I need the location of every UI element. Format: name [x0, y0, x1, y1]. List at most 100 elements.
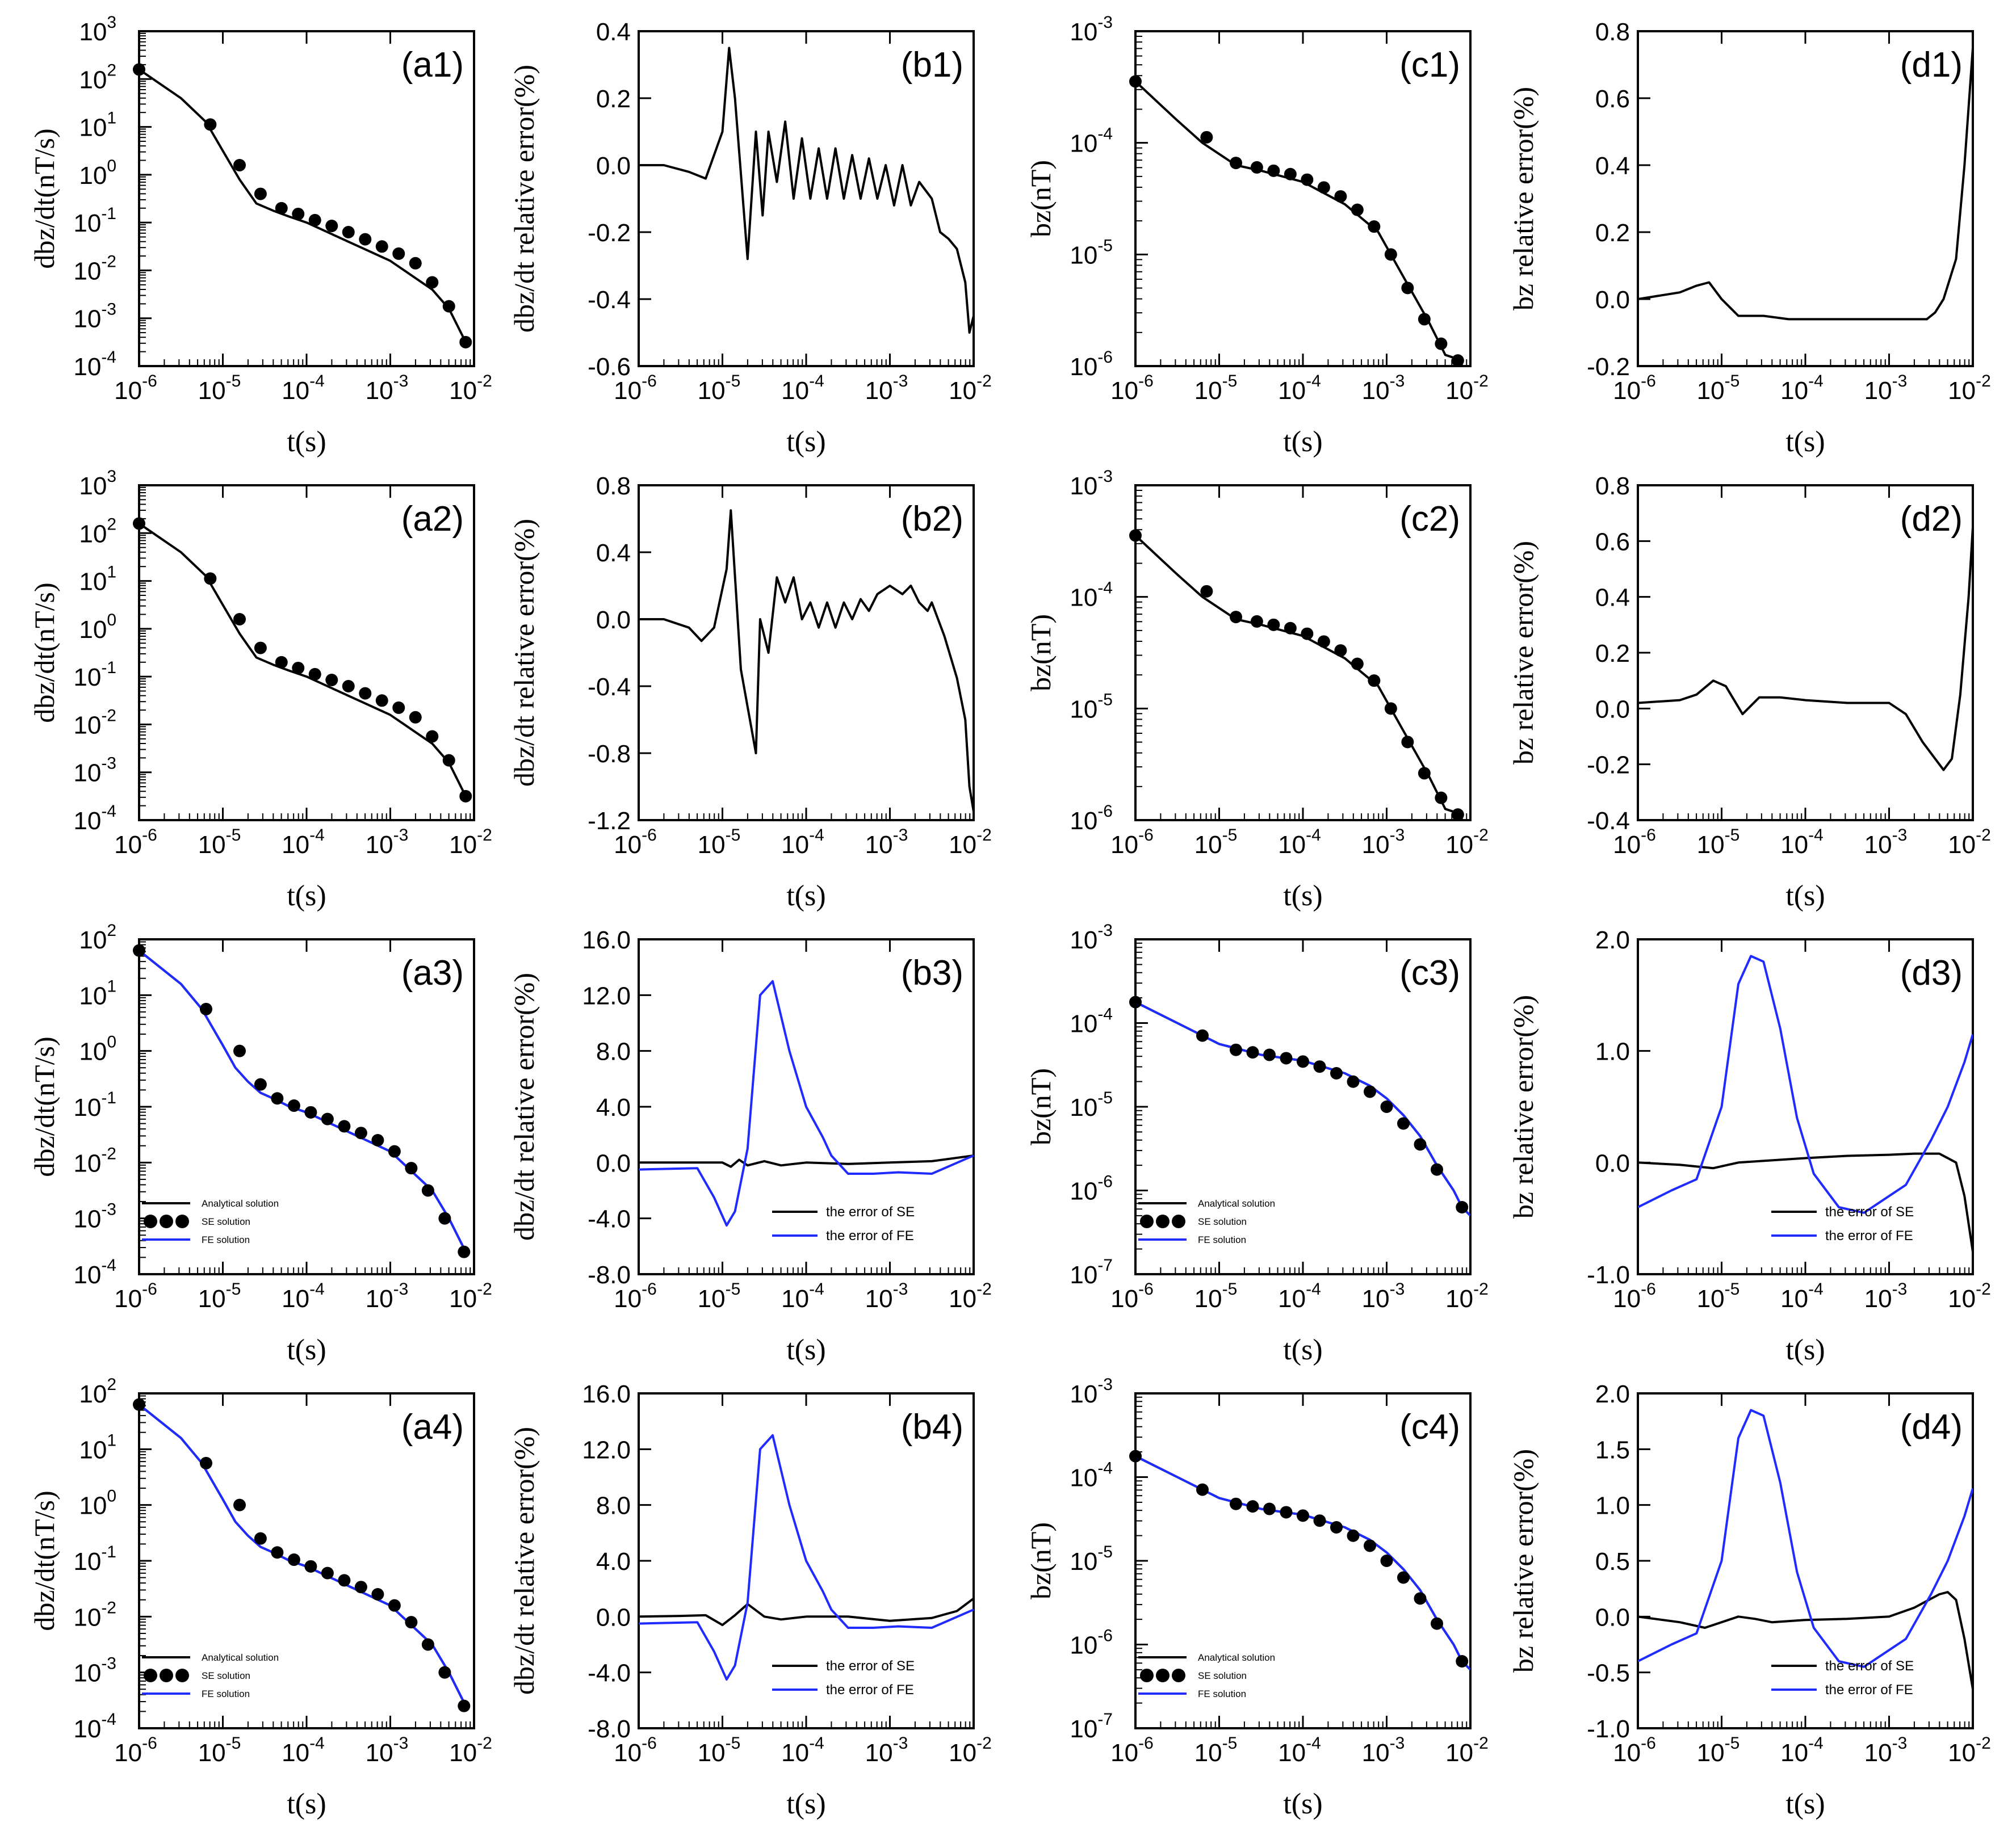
data-point [271, 1092, 284, 1105]
y-tick-label: 0.0 [1595, 286, 1630, 314]
y-tick-label: 0.0 [596, 152, 631, 180]
panel-label: (b2) [901, 499, 963, 539]
x-tick-label: 10-6 [1613, 1280, 1656, 1313]
chart-d3: 10-6 10-5 10-4 10-3 10-2 t(s) -1.0 0.0 1.0 2.0 bz … [1507, 926, 1991, 1366]
legend-label: the error of SE [1825, 1204, 1914, 1220]
y-tick-label: 10-4 [1070, 1005, 1113, 1038]
data-point [1418, 313, 1431, 326]
data-point [133, 517, 145, 530]
y-tick-label: 0.0 [1595, 1603, 1630, 1631]
data-point [292, 661, 305, 674]
x-tick-label: 10-5 [1194, 826, 1238, 859]
y-tick-label: 100 [79, 157, 116, 190]
x-axis-label: t(s) [287, 426, 326, 458]
panel-label: (c4) [1399, 1408, 1460, 1447]
y-tick-label: 10-4 [73, 1710, 116, 1743]
x-tick-label: 10-5 [698, 1280, 741, 1313]
x-tick-label: 10-3 [1864, 826, 1908, 859]
y-tick-label: 16.0 [582, 926, 631, 954]
data-point [321, 1112, 334, 1125]
y-axis-label: dbz/dt relative error(%) [508, 1427, 540, 1695]
legend-label: the error of FE [826, 1682, 914, 1698]
series-line-curve [1135, 535, 1462, 816]
series-line-the-error-of-se [1638, 1591, 1973, 1690]
data-point [1397, 1571, 1410, 1584]
x-tick-label: 10-4 [1278, 1280, 1321, 1313]
data-point [1267, 618, 1280, 631]
data-point [1330, 1067, 1343, 1080]
x-tick-label: 10-4 [282, 1734, 325, 1767]
y-tick-label: 2.0 [1595, 926, 1630, 954]
data-point [371, 1588, 384, 1601]
legend: Analytical solution SE solution FE solutio… [142, 1198, 279, 1245]
legend-label: FE solution [1198, 1689, 1246, 1699]
x-axis-label: t(s) [786, 1788, 825, 1820]
y-tick-label: 10-1 [73, 204, 116, 237]
x-axis-label: t(s) [287, 1334, 326, 1366]
x-tick-label: 10-3 [366, 1734, 409, 1767]
data-point [1451, 808, 1464, 821]
data-point [1284, 167, 1297, 180]
series-line-fe-solution [139, 950, 467, 1253]
x-tick-label: 10-6 [114, 1734, 157, 1767]
data-point [1230, 1043, 1242, 1056]
y-tick-label: 2.0 [1595, 1380, 1630, 1408]
y-tick-label: 100 [79, 1033, 116, 1066]
x-tick-label: 10-3 [1864, 1280, 1908, 1313]
legend-label: SE solution [1198, 1216, 1247, 1227]
data-point [1196, 1483, 1209, 1496]
x-tick-label: 10-2 [949, 1280, 992, 1313]
x-tick-label: 10-2 [1948, 826, 1991, 859]
data-point [1246, 1046, 1259, 1059]
y-tick-label: -0.2 [1587, 751, 1630, 779]
y-tick-label: 10-6 [1070, 348, 1113, 381]
y-tick-label: 1.5 [1595, 1436, 1630, 1464]
data-point [200, 1002, 212, 1015]
legend-label: the error of SE [826, 1204, 915, 1220]
series-line-the-error-of-fe [639, 1434, 974, 1681]
x-tick-label: 10-2 [449, 1734, 492, 1767]
y-axis-label: bz(nT) [1025, 614, 1057, 691]
y-tick-label: 10-3 [73, 754, 116, 787]
data-point [1401, 282, 1414, 295]
legend-label: the error of FE [826, 1228, 914, 1244]
y-axis-label: bz(nT) [1025, 1522, 1057, 1599]
y-tick-label: 102 [79, 1375, 116, 1408]
data-point [426, 276, 439, 289]
data-point [459, 335, 472, 348]
data-point [1230, 1497, 1242, 1510]
y-tick-label: -4.0 [588, 1660, 631, 1687]
data-point [1368, 674, 1381, 687]
data-point [421, 1638, 434, 1651]
data-point [1414, 1138, 1427, 1151]
x-tick-label: 10-3 [1362, 1734, 1405, 1767]
data-point [308, 667, 321, 681]
data-point [275, 201, 288, 215]
x-tick-label: 10-2 [949, 826, 992, 859]
legend-label: SE solution [202, 1670, 250, 1681]
y-tick-label: 101 [79, 109, 116, 142]
y-tick-label: 10-3 [73, 1654, 116, 1687]
legend: the error of SE the error of FE [772, 1658, 915, 1698]
x-tick-label: 10-6 [1613, 826, 1656, 859]
data-point [1380, 1101, 1393, 1113]
y-tick-label: 101 [79, 1431, 116, 1464]
y-tick-label: 0.8 [1595, 18, 1630, 46]
x-tick-label: 10-2 [1445, 1734, 1489, 1767]
legend: Analytical solution SE solution FE solutio… [142, 1652, 279, 1699]
y-tick-label: 10-2 [73, 1144, 116, 1177]
series-line-relative-error [639, 47, 974, 334]
y-tick-label: 8.0 [596, 1038, 631, 1066]
y-tick-label: 10-1 [73, 1089, 116, 1122]
x-tick-label: 10-6 [114, 826, 157, 859]
legend-label: Analytical solution [1198, 1198, 1275, 1209]
chart-c4: 10-6 10-5 10-4 10-3 10-2t(s)10-710-610-510-4… [1025, 1375, 1489, 1820]
data-point [1384, 702, 1397, 715]
data-point [1250, 615, 1263, 628]
chart-a4: 10-6 10-5 10-4 10-3 10-2 t(s) 10-4 10-3 10-2 10-1… [28, 1375, 492, 1820]
y-tick-label: 10-4 [1070, 125, 1113, 158]
data-point [304, 1560, 317, 1573]
y-tick-label: 0.2 [1595, 219, 1630, 247]
series-line-relative-error [1638, 527, 1973, 771]
